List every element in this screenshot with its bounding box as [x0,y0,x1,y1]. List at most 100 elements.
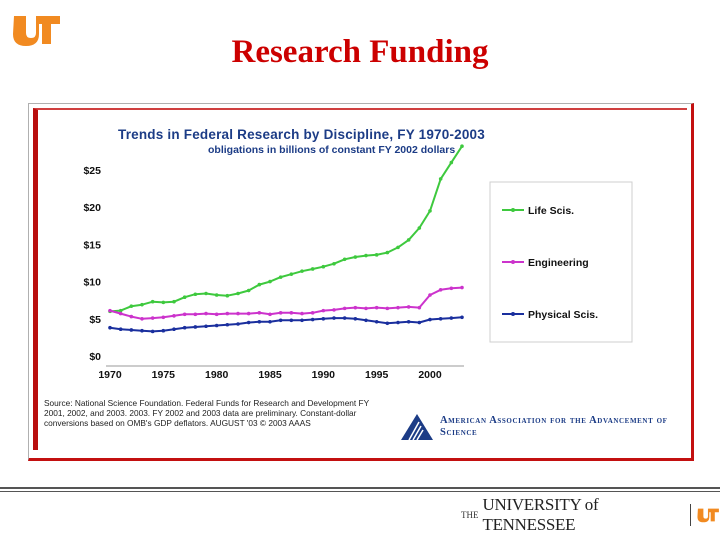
y-tick-label: $20 [83,202,101,214]
x-tick-label: 1990 [312,369,336,381]
data-point [118,308,123,313]
data-point [364,318,368,323]
data-point [353,317,358,321]
data-point [332,261,336,266]
data-point [193,312,198,317]
data-point [278,275,283,279]
data-point [108,325,112,330]
legend-label: Life Scis. [528,205,574,217]
series-line-engineering [109,286,463,320]
ut-logo-icon [697,508,720,523]
data-point [385,321,390,326]
data-point [268,312,272,317]
series-line-life-scis [109,145,463,313]
data-point [150,299,155,304]
data-point [310,267,315,271]
data-point [172,314,176,318]
legend-swatch-point [511,312,515,316]
legend-label: Engineering [528,257,589,269]
aaas-name: American Association for the Advancement… [440,415,668,438]
data-point [353,305,358,310]
data-point [460,315,464,320]
data-point [150,316,155,320]
data-point [300,318,304,323]
data-point [246,288,251,293]
data-point [374,319,379,324]
data-point [182,295,187,300]
data-point [449,160,454,165]
data-point [129,328,134,332]
data-point [300,311,304,316]
data-point [385,306,390,311]
data-point [374,253,379,257]
legend-swatch-point [511,208,515,212]
data-point [172,299,176,304]
x-tick-label: 1970 [98,369,122,381]
data-point [342,316,347,320]
data-point [396,320,400,325]
y-tick-label: $5 [89,314,101,326]
y-tick-label: $0 [89,351,101,363]
data-point [342,257,347,262]
y-tick-label: $15 [83,239,101,251]
data-point [289,311,294,315]
data-point [161,328,166,333]
line-chart: $0 $5 $10 $15 $20 $25 1970 1975 1980 1985 1990 1995… [83,144,633,381]
data-point [278,311,283,315]
data-point [417,320,422,325]
data-point [406,238,411,242]
chart-title: Trends in Federal Research by Discipline… [118,127,485,142]
data-point [204,324,208,329]
data-point [289,318,294,323]
data-point [332,308,336,312]
footer-rule-thin [0,491,720,492]
y-tick-label: $25 [83,165,101,177]
legend-label: Physical Scis. [528,309,598,321]
x-tick-label: 1985 [258,369,282,381]
source-note: Source: National Science Foundation. Fed… [44,398,369,428]
data-point [225,311,230,316]
data-point [236,291,240,296]
series-line-physical-scis [109,316,463,333]
data-point [385,250,390,255]
x-tick-label: 1975 [152,369,176,381]
chart-frame: Trends in Federal Research by Discipline… [28,103,694,461]
data-point [225,293,230,298]
data-point [428,293,432,297]
data-point [225,322,230,327]
data-point [396,305,400,310]
y-tick-label: $10 [83,277,101,289]
data-point [268,279,272,284]
data-point [364,253,368,258]
data-point [204,311,208,316]
data-point [278,318,283,323]
data-point [129,314,134,319]
data-point [353,255,358,259]
data-point [449,286,454,291]
data-point [449,316,454,320]
data-point [140,328,144,333]
data-point [321,317,326,321]
data-point [118,327,123,332]
data-point [364,306,368,311]
data-point [150,329,155,334]
data-point [129,304,134,308]
data-point [214,312,219,317]
data-point [342,306,347,311]
data-point [236,322,240,326]
x-tick-label: 1995 [365,369,389,381]
data-point [161,300,166,305]
footer-divider [690,504,692,526]
aaas-logo-icon [401,414,433,441]
data-point [214,323,219,328]
data-point [332,316,336,320]
data-point [438,177,443,181]
data-point [300,269,304,273]
data-point [204,291,208,296]
data-point [236,311,240,316]
data-point [268,319,272,324]
data-point [396,245,400,250]
ut-logo-icon [13,16,60,46]
legend-swatch-point [511,260,515,264]
data-point [214,293,219,297]
